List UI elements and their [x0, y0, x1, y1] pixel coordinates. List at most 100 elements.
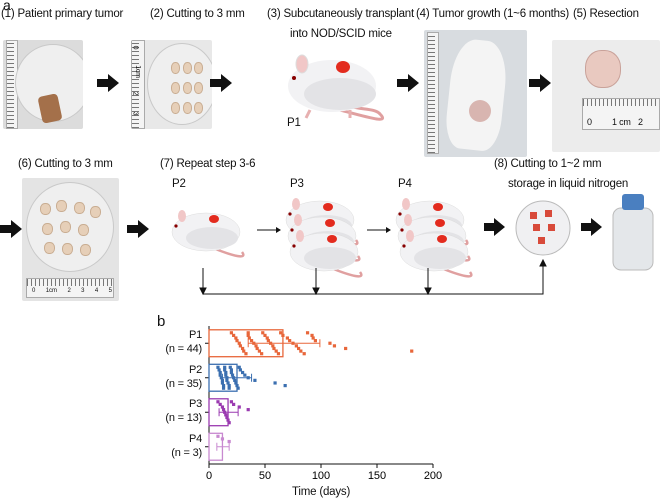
data-point	[247, 336, 251, 340]
category-name: P3	[188, 398, 202, 411]
data-point	[229, 370, 233, 375]
data-point	[344, 346, 348, 351]
step-4-label: (4) Tumor growth (1~6 months)	[416, 8, 570, 20]
category-name: P4	[188, 432, 202, 445]
data-point	[238, 368, 242, 372]
resection-photo: 0 1 cm 2	[552, 40, 660, 152]
data-point	[234, 381, 238, 385]
data-point	[224, 373, 228, 377]
x-tick-label: 150	[368, 470, 386, 482]
data-point	[302, 352, 306, 356]
category-label-p3: P3 (n = 13)	[165, 397, 202, 425]
data-point	[244, 352, 248, 356]
passage-p1-label: P1	[287, 117, 301, 129]
data-point	[228, 365, 232, 369]
data-point	[238, 344, 242, 348]
passage-p2-label: P2	[172, 178, 186, 190]
data-point	[217, 368, 221, 372]
data-point	[273, 381, 277, 385]
x-tick-label: 200	[424, 470, 442, 482]
data-point	[254, 344, 258, 348]
tumor-pieces-photo-2: 0 1cm 2 3 4 5	[22, 178, 119, 301]
step-3-label-line2: into NOD/SCID mice	[290, 28, 392, 40]
passage-p3-label: P3	[290, 178, 304, 190]
data-point	[257, 349, 261, 353]
data-point	[310, 333, 314, 338]
arrow-icon	[397, 74, 419, 92]
data-point	[229, 331, 233, 335]
data-point	[230, 373, 235, 377]
data-point	[225, 376, 229, 380]
data-point	[223, 368, 227, 372]
data-point	[227, 439, 231, 444]
data-point	[227, 421, 231, 425]
arrow-icon	[0, 220, 22, 238]
tumor-growth-photo	[424, 30, 527, 157]
data-point	[218, 402, 222, 407]
data-point	[224, 370, 228, 375]
category-n: (n = 44)	[165, 343, 202, 356]
passage-mice-diagram	[170, 194, 654, 296]
ruler-labels: 0 1cm 2 3 4 5	[32, 288, 112, 294]
x-axis-title: Time (days)	[292, 486, 351, 498]
data-point	[233, 378, 237, 382]
passage-p4-label: P4	[398, 178, 412, 190]
category-n: (n = 35)	[165, 377, 202, 390]
data-point	[227, 386, 231, 390]
data-point	[269, 341, 273, 345]
x-tick-label: 0	[206, 470, 212, 482]
arrow-icon	[97, 74, 119, 92]
step-3-label: (3) Subcutaneously transplant	[267, 8, 414, 20]
data-point	[241, 370, 245, 375]
data-point	[220, 381, 225, 385]
step-8-label-line2: storage in liquid nitrogen	[508, 178, 629, 190]
data-point	[291, 341, 295, 345]
data-point	[297, 346, 301, 351]
data-point	[232, 376, 236, 380]
category-label-p4: P4 (n = 3)	[171, 432, 202, 460]
data-point	[229, 400, 233, 404]
data-point	[246, 376, 250, 380]
data-point	[216, 400, 220, 404]
data-point	[285, 336, 289, 340]
data-point	[276, 352, 281, 356]
data-point	[237, 365, 241, 369]
data-point	[253, 378, 257, 382]
data-point	[288, 339, 292, 343]
data-point	[271, 344, 275, 348]
arrow-icon	[127, 220, 149, 238]
data-point	[226, 418, 230, 422]
data-point	[227, 383, 231, 388]
data-point	[216, 365, 220, 369]
data-point	[221, 383, 226, 388]
step-8-label: (8) Cutting to 1~2 mm	[494, 158, 602, 170]
data-point	[235, 383, 239, 388]
data-point	[241, 346, 245, 351]
mouse-p1-illustration	[288, 54, 384, 121]
data-point	[234, 336, 238, 340]
category-name: P2	[188, 363, 202, 376]
data-point	[261, 331, 265, 335]
data-point	[252, 341, 256, 345]
data-point	[236, 386, 240, 390]
step-5-label: (5) Resection	[573, 8, 639, 20]
data-point	[266, 339, 270, 343]
data-point	[232, 333, 236, 338]
data-point	[226, 381, 230, 385]
data-point	[242, 349, 246, 353]
data-point	[243, 373, 247, 377]
data-point	[221, 386, 226, 390]
data-point	[305, 331, 310, 335]
data-point	[263, 333, 267, 338]
data-point	[299, 349, 303, 353]
data-point	[220, 405, 225, 409]
data-point	[223, 410, 227, 414]
data-point	[218, 373, 222, 377]
arrow-icon	[529, 74, 551, 92]
data-point	[332, 344, 337, 348]
data-point	[255, 346, 259, 351]
category-n: (n = 13)	[165, 412, 202, 425]
data-point	[279, 331, 283, 335]
data-point	[218, 370, 222, 375]
